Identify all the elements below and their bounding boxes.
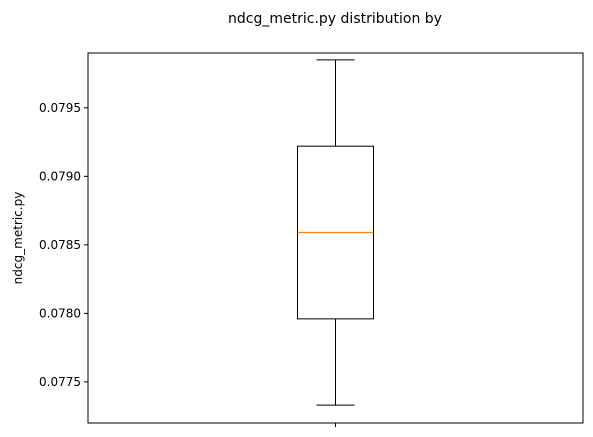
y-axis-ticks: 0.0775 0.0780 0.0785 0.0790 0.0795	[39, 101, 88, 389]
plot-area-frame	[87, 52, 584, 424]
y-tick-label: 0.0795	[39, 101, 81, 115]
chart-title: ndcg_metric.py distribution by	[228, 11, 442, 27]
y-tick-label: 0.0775	[39, 375, 81, 389]
y-tick-label: 0.0790	[39, 169, 81, 183]
box-group	[297, 59, 374, 406]
y-tick-label: 0.0785	[39, 238, 81, 252]
y-axis-label: ndcg_metric.py	[11, 192, 25, 285]
y-tick-label: 0.0780	[39, 306, 81, 320]
